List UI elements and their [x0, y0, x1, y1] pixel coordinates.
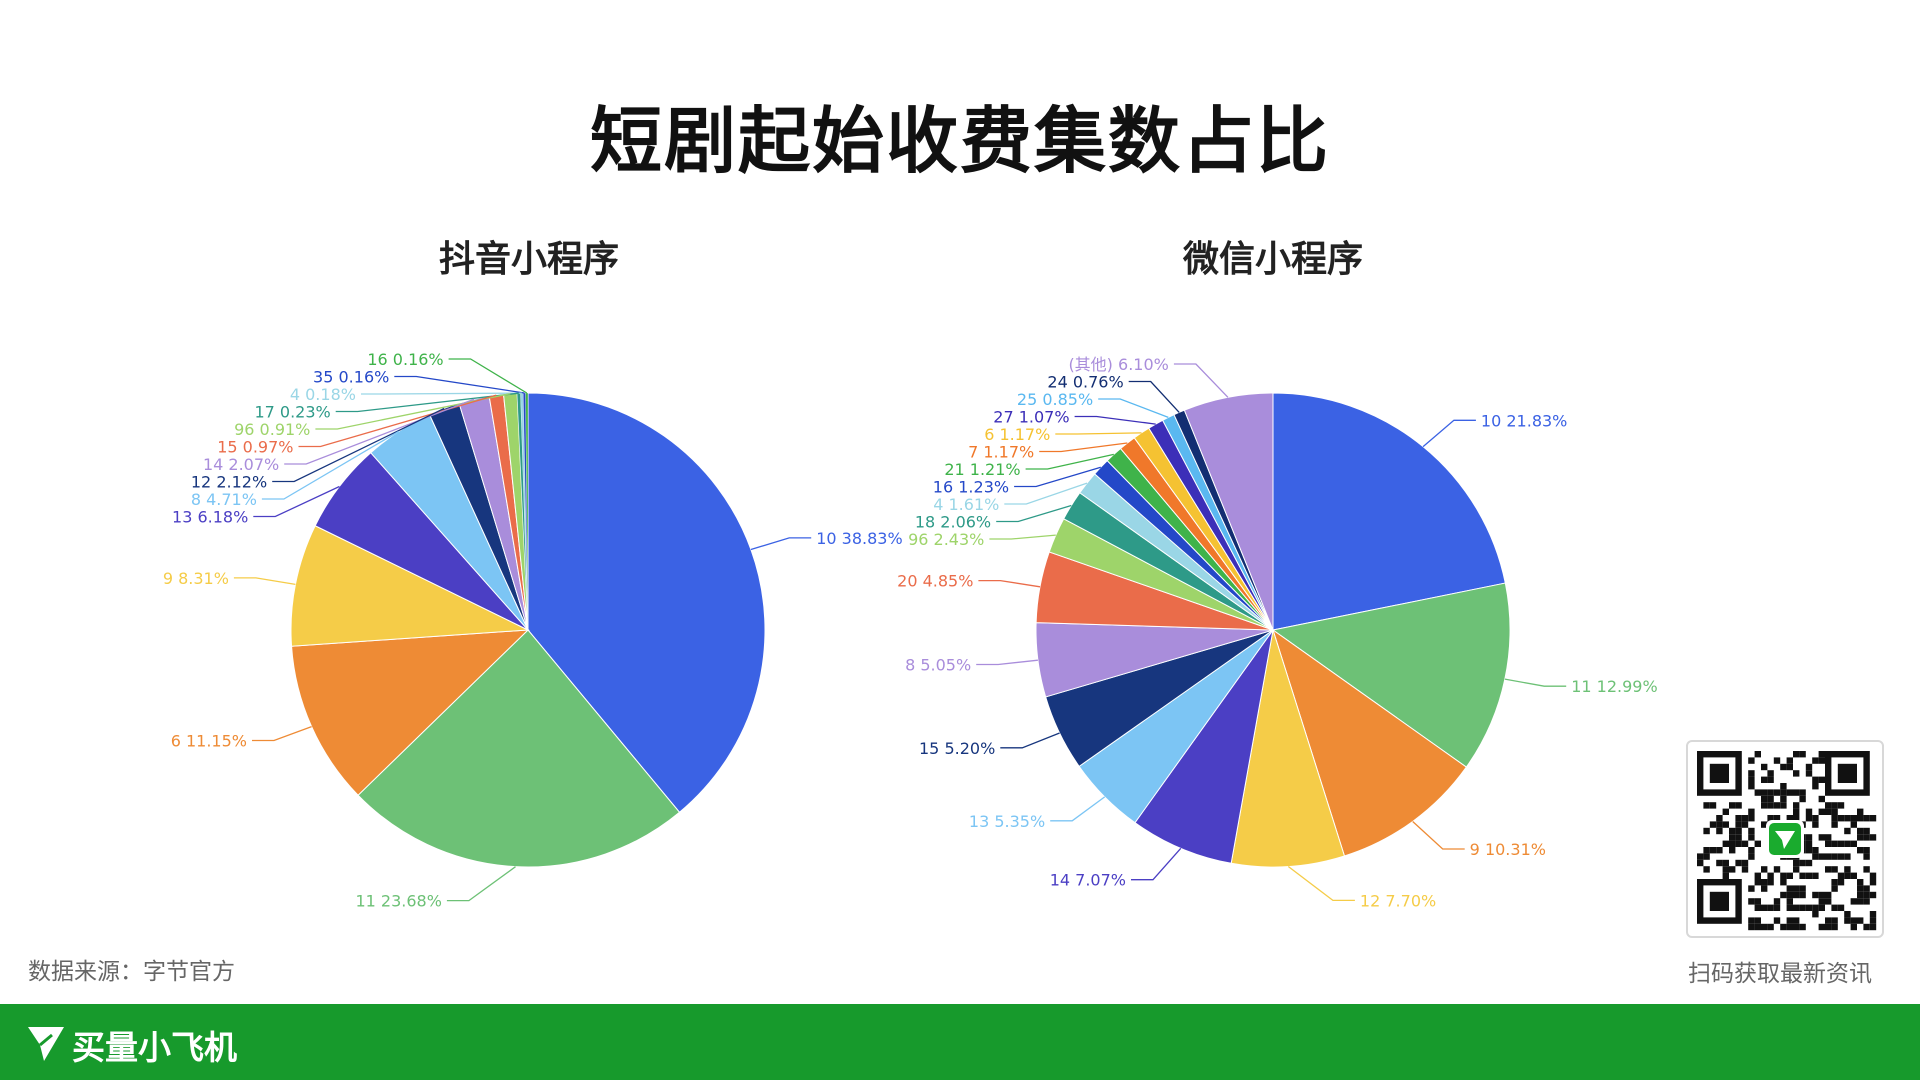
brand-name: 买量小飞机	[72, 1028, 237, 1067]
pie1-leader-6	[1000, 732, 1060, 749]
pie1-label-4: 14 7.07%	[1050, 871, 1126, 890]
pie1-leader-7	[976, 659, 1038, 666]
pie0-label-7: 14 2.07%	[203, 455, 279, 474]
pie1-label-6: 15 5.20%	[919, 739, 995, 758]
footer-bar: 买量小飞机	[0, 1004, 1920, 1080]
pie0-label-1: 11 23.68%	[355, 892, 441, 911]
pie0-leader-6	[272, 407, 445, 483]
pie1-label-5: 13 5.35%	[969, 812, 1045, 831]
pie0-label-11: 4 0.18%	[290, 385, 356, 404]
pie0-leader-10	[335, 392, 519, 413]
pie0-label-4: 13 6.18%	[172, 508, 248, 527]
qr-code	[1686, 740, 1884, 938]
pie0-leader-5	[261, 430, 400, 500]
qr-code-icon	[1697, 751, 1877, 931]
pie0-leader-4	[253, 485, 340, 518]
pie1-leader-3	[1287, 865, 1355, 902]
pie1-slice-3	[1230, 629, 1346, 868]
pie1-label-8: 20 4.85%	[897, 572, 973, 591]
pie1-leader-9	[989, 534, 1056, 540]
pie1-label-9: 96 2.43%	[908, 530, 984, 549]
pie1-leader-18	[1128, 380, 1180, 413]
pie1-leader-1	[1504, 678, 1567, 687]
pie1-label-19: (其他) 6.10%	[1068, 355, 1168, 374]
pie1-label-12: 16 1.23%	[933, 477, 1009, 496]
pie0-leader-1	[446, 866, 516, 902]
pie1-leader-17	[1098, 398, 1169, 419]
pie1-label-3: 12 7.70%	[1360, 891, 1436, 910]
pie0-leader-0	[750, 537, 812, 551]
pie0-leader-12	[394, 375, 525, 394]
pie1-leader-2	[1412, 821, 1465, 850]
pie1-label-0: 10 21.83%	[1481, 411, 1567, 430]
pie1-label-11: 4 1.61%	[933, 495, 999, 514]
pie1-label-1: 11 12.99%	[1571, 677, 1657, 696]
pie1-leader-15	[1055, 432, 1142, 435]
pie0-label-6: 12 2.12%	[191, 473, 267, 492]
pie1-leader-14	[1039, 442, 1128, 453]
pie1-slice-2	[1272, 628, 1468, 857]
pie0-leader-11	[361, 392, 522, 395]
data-source: 数据来源：字节官方	[28, 959, 235, 985]
pie1-label-15: 6 1.17%	[984, 425, 1050, 444]
pie0-leader-9	[315, 393, 511, 430]
pie1-label-13: 21 1.21%	[944, 460, 1020, 479]
pie1-leader-4	[1131, 847, 1182, 881]
pie0-label-10: 17 0.23%	[254, 403, 330, 422]
pie1-slice-19	[1183, 392, 1274, 631]
qr-caption: 扫码获取最新资讯	[1688, 961, 1872, 987]
pie1-leader-0	[1422, 419, 1476, 448]
pie0-slice-2	[291, 629, 530, 796]
pie1-label-17: 25 0.85%	[1017, 390, 1093, 409]
pie0-label-5: 8 4.71%	[191, 490, 257, 509]
pie0-label-3: 9 8.31%	[163, 569, 229, 588]
pie1-leader-12	[1014, 466, 1101, 488]
page-title: 短剧起始收费集数占比	[589, 99, 1330, 183]
chart-title-douyin: 抖音小程序	[438, 239, 619, 280]
pie1-label-14: 7 1.17%	[968, 442, 1034, 461]
pie0-label-12: 35 0.16%	[313, 368, 389, 387]
paper-plane-logo-icon	[28, 1027, 64, 1061]
pie1-label-10: 18 2.06%	[915, 512, 991, 531]
pie0-leader-13	[448, 358, 528, 394]
pie0-label-9: 96 0.91%	[234, 420, 310, 439]
chart-title-wechat: 微信小程序	[1182, 239, 1363, 280]
pie1-leader-19	[1173, 363, 1229, 398]
pie1-leader-16	[1074, 415, 1156, 425]
pie1-label-7: 8 5.05%	[905, 656, 971, 675]
pie1-label-18: 24 0.76%	[1047, 372, 1123, 391]
pie1-slice-4	[1134, 629, 1274, 864]
pie0-label-2: 6 11.15%	[171, 731, 247, 750]
pie1-leader-5	[1050, 796, 1106, 822]
pie1-leader-8	[978, 579, 1041, 588]
pie1-leader-11	[1004, 482, 1088, 505]
pie1-leader-10	[996, 504, 1072, 523]
pie0-label-13: 16 0.16%	[367, 350, 443, 369]
pie0-label-8: 15 0.97%	[217, 438, 293, 457]
pie-charts: 10 38.83% 16 0.16%35 0.16%4 0.18%17 0.23%…	[163, 350, 1658, 911]
pie0-leader-2	[252, 725, 312, 742]
pie1-leader-13	[1025, 453, 1114, 470]
pie1-label-16: 27 1.07%	[993, 407, 1069, 426]
pie0-slice-3	[290, 525, 530, 647]
pie1-label-2: 9 10.31%	[1470, 840, 1546, 859]
pie0-leader-3	[233, 577, 296, 586]
pie0-label-0: 10 38.83%	[816, 529, 902, 548]
pie1-slice-1	[1271, 582, 1511, 768]
